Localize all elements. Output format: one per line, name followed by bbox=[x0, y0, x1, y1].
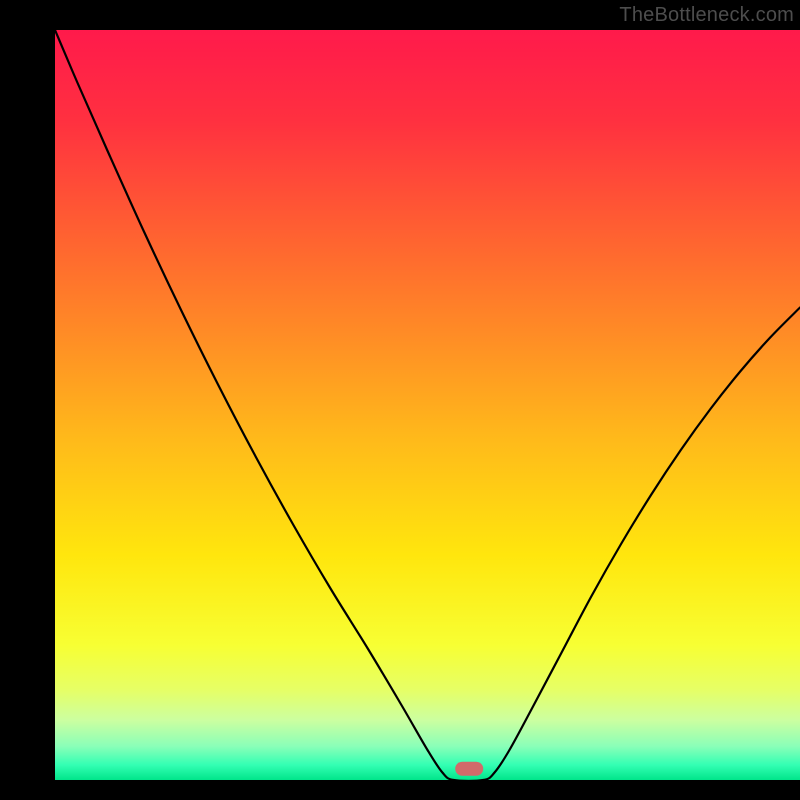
plot-background-gradient bbox=[55, 30, 800, 780]
optimal-marker bbox=[455, 762, 483, 776]
bottleneck-chart bbox=[0, 0, 800, 800]
watermark-label: TheBottleneck.com bbox=[619, 4, 794, 27]
